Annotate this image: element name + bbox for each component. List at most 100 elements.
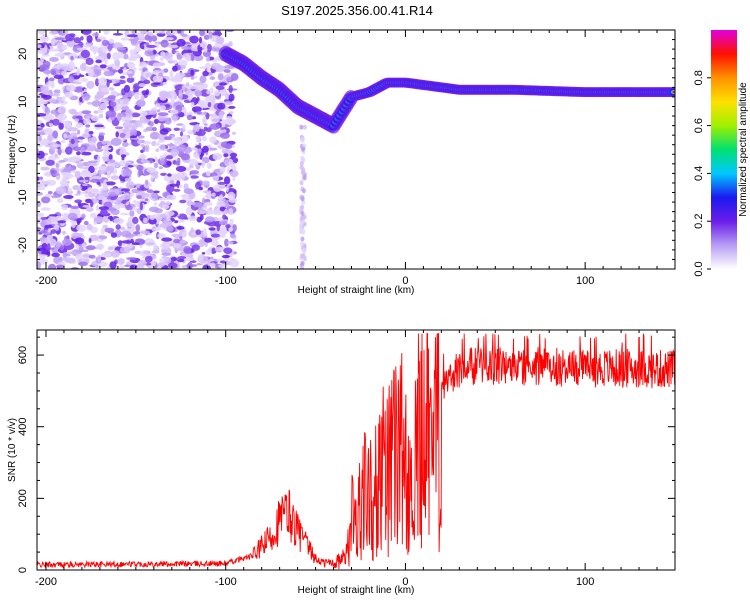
noise-blob [136, 195, 143, 199]
noise-blob [115, 224, 121, 230]
noise-blob [42, 94, 48, 98]
noise-blob [119, 100, 124, 108]
noise-blob [143, 70, 152, 79]
noise-blob [96, 243, 105, 250]
noise-blob [207, 102, 212, 108]
noise-blob [63, 195, 74, 199]
noise-blob [37, 140, 43, 148]
noise-blob [42, 138, 48, 146]
noise-blob [37, 59, 41, 63]
noise-blob [110, 232, 117, 238]
noise-blob [150, 121, 155, 127]
noise-blob [81, 30, 92, 34]
noise-blob [46, 243, 51, 251]
noise-blob [80, 78, 88, 82]
noise-blob [115, 131, 119, 138]
ridge-peak [672, 90, 675, 94]
noise-blob [114, 126, 124, 130]
noise-blob [67, 127, 79, 132]
noise-blob [79, 63, 87, 72]
noise-blob [77, 129, 81, 135]
noise-blob [228, 41, 233, 47]
noise-blob [107, 161, 112, 167]
noise-blob [61, 96, 66, 101]
y-axis-title: SNR (10 * v/v) [7, 418, 18, 482]
noise-blob [148, 217, 157, 225]
noise-blob [68, 108, 77, 114]
noise-blob [173, 127, 181, 131]
noise-blob [52, 130, 59, 139]
noise-blob [104, 227, 115, 233]
noise-blob [176, 144, 187, 152]
noise-blob [157, 233, 166, 239]
noise-blob [148, 35, 153, 43]
noise-blob [46, 81, 53, 87]
noise-blob [198, 186, 203, 191]
noise-blob [41, 116, 52, 120]
noise-blob [174, 140, 184, 145]
noise-blob [189, 201, 196, 206]
noise-blob [172, 65, 178, 72]
noise-blob [49, 57, 59, 62]
noise-blob [178, 185, 183, 188]
noise-blob [299, 161, 304, 167]
noise-blob [44, 44, 48, 53]
noise-blob [145, 255, 153, 263]
noise-blob [121, 188, 130, 192]
noise-blob [202, 116, 207, 124]
noise-blob [151, 35, 158, 42]
noise-blob [166, 143, 175, 147]
noise-blob [190, 69, 194, 76]
noise-blob [53, 89, 61, 94]
noise-blob [160, 157, 165, 165]
noise-blob [64, 120, 72, 127]
noise-blob [211, 192, 216, 197]
noise-blob [81, 213, 86, 219]
noise-blob [228, 93, 235, 102]
noise-blob [62, 230, 66, 235]
noise-blob [153, 82, 161, 85]
noise-blob [301, 188, 306, 194]
noise-blob [131, 188, 140, 194]
noise-blob [111, 250, 120, 258]
noise-blob [195, 123, 200, 132]
noise-blob [189, 35, 199, 44]
noise-blob [48, 263, 57, 269]
noise-blob [204, 201, 213, 206]
noise-blob [164, 210, 175, 217]
noise-blob [206, 162, 212, 169]
noise-blob [141, 90, 149, 96]
noise-blob [181, 46, 192, 50]
noise-blob [140, 153, 145, 160]
noise-blob [61, 70, 68, 76]
noise-blob [38, 36, 50, 42]
noise-blob [229, 259, 240, 268]
noise-blob [90, 188, 99, 194]
noise-blob [126, 77, 135, 83]
noise-blob [88, 165, 95, 174]
noise-blob [162, 81, 168, 85]
noise-blob [203, 126, 208, 131]
noise-blob [231, 131, 237, 135]
noise-blob [160, 39, 169, 48]
noise-blob [176, 99, 184, 102]
noise-blob [181, 231, 187, 238]
noise-blob [77, 74, 85, 78]
x-tick-label: 100 [576, 275, 594, 287]
noise-blob [82, 205, 91, 208]
noise-blob [221, 119, 226, 128]
noise-blob [141, 31, 149, 35]
noise-blob [51, 252, 60, 258]
noise-blob [52, 118, 60, 126]
noise-blob [139, 230, 150, 235]
noise-blob [199, 44, 204, 47]
noise-blob [76, 47, 87, 51]
noise-blob [64, 91, 74, 98]
noise-blob [191, 106, 202, 113]
noise-blob [103, 71, 114, 77]
noise-blob [300, 146, 305, 152]
noise-blob [137, 139, 143, 145]
noise-blob [93, 216, 105, 223]
noise-blob [228, 105, 236, 109]
noise-blob [181, 134, 189, 142]
